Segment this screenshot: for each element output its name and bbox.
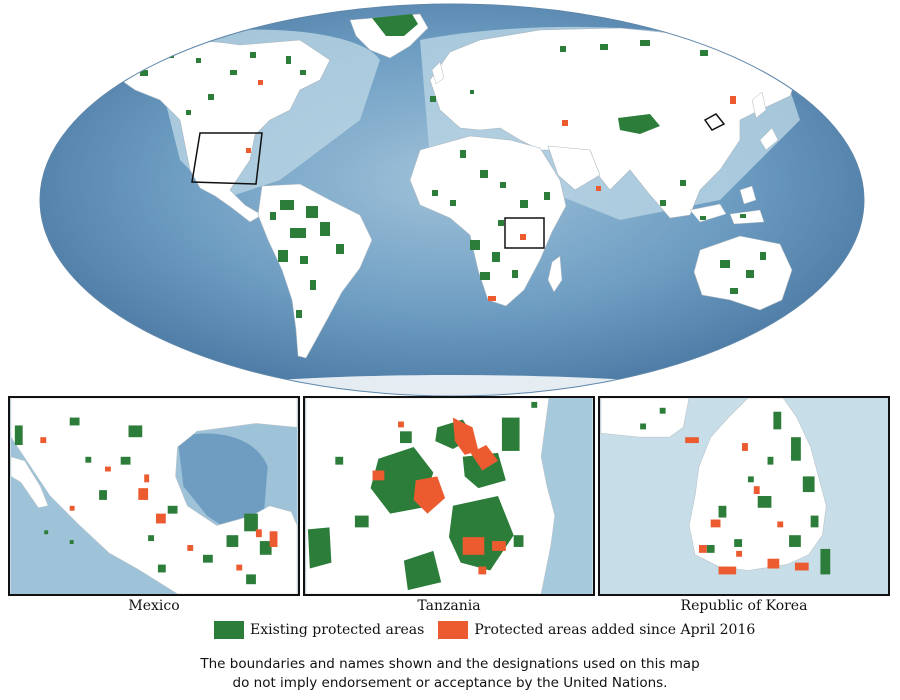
inset-korea	[598, 396, 890, 596]
legend-label-existing: Existing protected areas	[250, 622, 425, 638]
eurasia	[429, 27, 801, 219]
marker-tanzania	[504, 217, 545, 249]
marker-mexico	[191, 132, 263, 185]
world-map	[39, 3, 865, 397]
caption-tanzania: Tanzania	[417, 598, 481, 614]
africa	[409, 135, 567, 307]
legend-label-added: Protected areas added since April 2016	[474, 622, 756, 638]
inset-tanzania	[303, 396, 595, 596]
caption-mexico: Mexico	[128, 598, 180, 614]
australia	[693, 235, 793, 311]
marker-korea	[703, 113, 726, 131]
disclaimer-line-2: do not imply endorsement or acceptance b…	[232, 675, 668, 691]
legend-swatch-added	[438, 621, 469, 639]
legend-swatch-existing	[214, 621, 244, 639]
disclaimer-line-1: The boundaries and names shown and the d…	[200, 656, 700, 672]
south-america	[257, 183, 373, 359]
caption-korea: Republic of Korea	[680, 598, 808, 614]
existing-protected-areas	[140, 14, 766, 318]
inset-mexico	[8, 396, 300, 596]
legend: Existing protected areas Protected areas…	[214, 619, 769, 641]
